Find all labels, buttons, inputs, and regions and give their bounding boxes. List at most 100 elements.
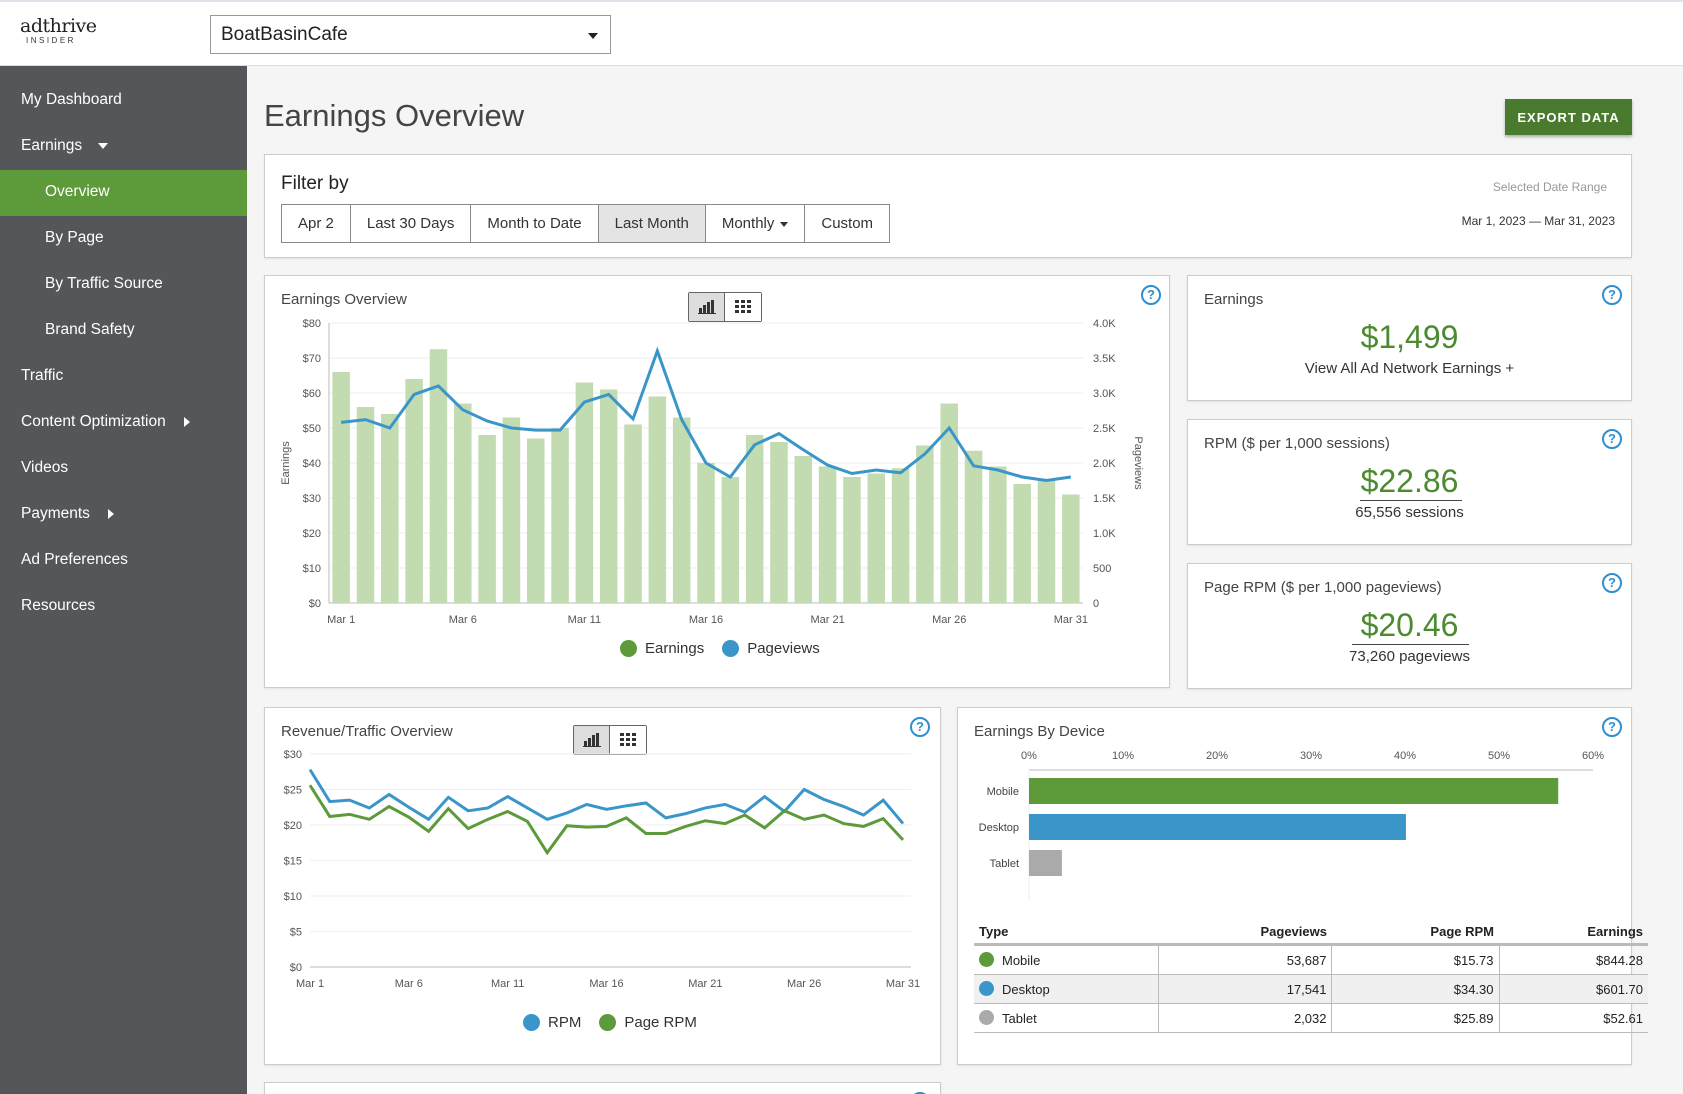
legend-item-pageviews[interactable]: Pageviews xyxy=(722,640,820,657)
sidebar-item-traffic[interactable]: Traffic xyxy=(0,354,247,400)
caret-down-icon xyxy=(98,142,109,149)
device-label: Desktop xyxy=(1002,982,1050,997)
column-header-type[interactable]: Type xyxy=(974,920,1159,946)
page-title: Earnings Overview xyxy=(264,98,525,133)
earnings-by-device-card: Earnings By Device ? 0% 10% 20% 30% 40% 50% 60… xyxy=(957,707,1648,1065)
y-tick-label: $10 xyxy=(303,563,321,575)
cell-page-rpm: $34.30 xyxy=(1331,974,1499,1004)
view-all-ad-network-earnings-link[interactable]: View All Ad Network Earnings + xyxy=(1304,360,1515,377)
sidebar-item-ad-preferences[interactable]: Ad Preferences xyxy=(0,538,247,584)
sidebar-item-by-page[interactable]: By Page xyxy=(0,216,247,262)
device-label: Tablet xyxy=(1002,1011,1037,1026)
bar-chart-icon xyxy=(697,300,716,314)
legend-item-rpm[interactable]: RPM xyxy=(523,1014,581,1031)
page-rpm-value: $20.46 xyxy=(1360,607,1459,643)
legend-label: Page RPM xyxy=(624,1014,697,1031)
rpm-sessions: 65,556 sessions xyxy=(1355,504,1464,521)
card-title: Revenue/Traffic Overview xyxy=(281,723,453,740)
sidebar-item-my-dashboard[interactable]: My Dashboard xyxy=(0,78,247,124)
column-header-pageviews[interactable]: Pageviews xyxy=(1158,920,1332,946)
y-tick-label: $30 xyxy=(284,749,302,761)
site-select[interactable]: BoatBasinCafe xyxy=(210,15,611,54)
table-view-button[interactable] xyxy=(725,293,761,321)
device-label: Mobile xyxy=(1002,953,1041,968)
sidebar-item-label: Overview xyxy=(45,183,110,200)
sidebar-item-videos[interactable]: Videos xyxy=(0,446,247,492)
sidebar-item-resources[interactable]: Resources xyxy=(0,584,247,630)
grid-icon xyxy=(620,733,636,746)
column-header-earnings[interactable]: Earnings xyxy=(1499,920,1648,946)
help-icon[interactable]: ? xyxy=(910,717,930,737)
bar-desktop xyxy=(1029,814,1406,840)
filter-monthly-dropdown[interactable]: Monthly xyxy=(705,205,806,242)
logo-text: adthrive xyxy=(20,15,97,37)
x-tick-label: Mar 31 xyxy=(1054,614,1088,626)
bar-earnings xyxy=(721,477,740,603)
caret-right-icon xyxy=(183,416,190,427)
sidebar-item-overview[interactable]: Overview xyxy=(0,170,247,216)
card-title: Earnings xyxy=(1204,291,1264,308)
table-view-button[interactable] xyxy=(610,726,646,754)
bar-earnings xyxy=(356,407,375,603)
caret-down-icon xyxy=(780,221,789,227)
line-page-rpm xyxy=(308,784,905,856)
filter-custom[interactable]: Custom xyxy=(805,205,890,242)
x-tick-label: Mar 6 xyxy=(395,978,423,990)
sidebar-item-payments[interactable]: Payments xyxy=(0,492,247,538)
y-tick-label: $25 xyxy=(284,785,302,797)
help-icon[interactable]: ? xyxy=(1602,285,1622,305)
filter-apr-2[interactable]: Apr 2 xyxy=(282,205,351,242)
card-title: Earnings Overview xyxy=(281,291,407,308)
x-tick-label: Mar 6 xyxy=(449,614,477,626)
sidebar-item-content-optimization[interactable]: Content Optimization xyxy=(0,400,247,446)
y2-tick-label: 3.5K xyxy=(1093,353,1116,365)
filter-title: Filter by xyxy=(281,173,349,194)
legend-item-page-rpm[interactable]: Page RPM xyxy=(599,1014,697,1031)
sidebar-item-earnings[interactable]: Earnings xyxy=(0,124,247,170)
sidebar-item-label: My Dashboard xyxy=(21,91,122,108)
help-icon[interactable]: ? xyxy=(1602,573,1622,593)
legend-item-earnings[interactable]: Earnings xyxy=(620,640,704,657)
y-axis-label: Earnings xyxy=(280,441,292,485)
x-tick-label: 30% xyxy=(1300,750,1322,762)
filter-last-month[interactable]: Last Month xyxy=(598,205,706,242)
cell-pageviews: 2,032 xyxy=(1157,1003,1332,1033)
bar-chart-view-button[interactable] xyxy=(574,726,610,754)
y-tick-label: $30 xyxy=(303,493,321,505)
adthrive-logo[interactable]: adthrive INSIDER xyxy=(20,15,97,56)
export-data-button[interactable]: EXPORT DATA xyxy=(1505,99,1632,135)
y-tick-label: $0 xyxy=(309,598,321,610)
bar-earnings xyxy=(940,403,958,603)
y-tick-label: $5 xyxy=(290,927,302,939)
bar-earnings xyxy=(818,466,837,603)
x-tick-label: Mar 31 xyxy=(886,978,920,990)
chart-view-toggle xyxy=(573,725,647,755)
cell-page-rpm: $15.73 xyxy=(1331,944,1499,975)
x-tick-label: Mar 26 xyxy=(787,978,821,990)
device-table: Type Pageviews Page RPM Earnings Mobile … xyxy=(974,920,1648,1033)
earnings-value: $1,499 xyxy=(1360,319,1459,355)
column-header-page-rpm[interactable]: Page RPM xyxy=(1331,920,1499,946)
cell-type: Mobile xyxy=(974,944,1159,975)
help-icon[interactable]: ? xyxy=(1141,285,1161,305)
divider xyxy=(1352,644,1469,645)
x-tick-label: Mar 11 xyxy=(568,614,601,626)
bar-chart-view-button[interactable] xyxy=(689,293,725,321)
earnings-kpi-card: Earnings ? $1,499 View All Ad Network Ea… xyxy=(1187,275,1632,401)
sidebar-item-label: Payments xyxy=(21,505,90,522)
legend-label: RPM xyxy=(548,1014,582,1031)
date-range-label: Selected Date Range xyxy=(1492,180,1607,194)
sidebar-item-brand-safety[interactable]: Brand Safety xyxy=(0,308,247,354)
filter-last-30-days[interactable]: Last 30 Days xyxy=(350,205,472,242)
help-icon[interactable]: ? xyxy=(1602,717,1622,737)
help-icon[interactable]: ? xyxy=(1602,429,1622,449)
filter-monthly-label: Monthly xyxy=(721,215,775,232)
chart-view-toggle xyxy=(688,292,762,322)
x-tick-label: Mar 26 xyxy=(932,614,966,626)
filter-month-to-date[interactable]: Month to Date xyxy=(471,205,599,242)
x-tick-label: 0% xyxy=(1021,750,1037,762)
sidebar-item-label: By Traffic Source xyxy=(45,275,163,292)
sidebar-item-by-traffic-source[interactable]: By Traffic Source xyxy=(0,262,247,308)
table-header-row: Type Pageviews Page RPM Earnings xyxy=(974,920,1648,946)
x-tick-label: 20% xyxy=(1206,750,1228,762)
